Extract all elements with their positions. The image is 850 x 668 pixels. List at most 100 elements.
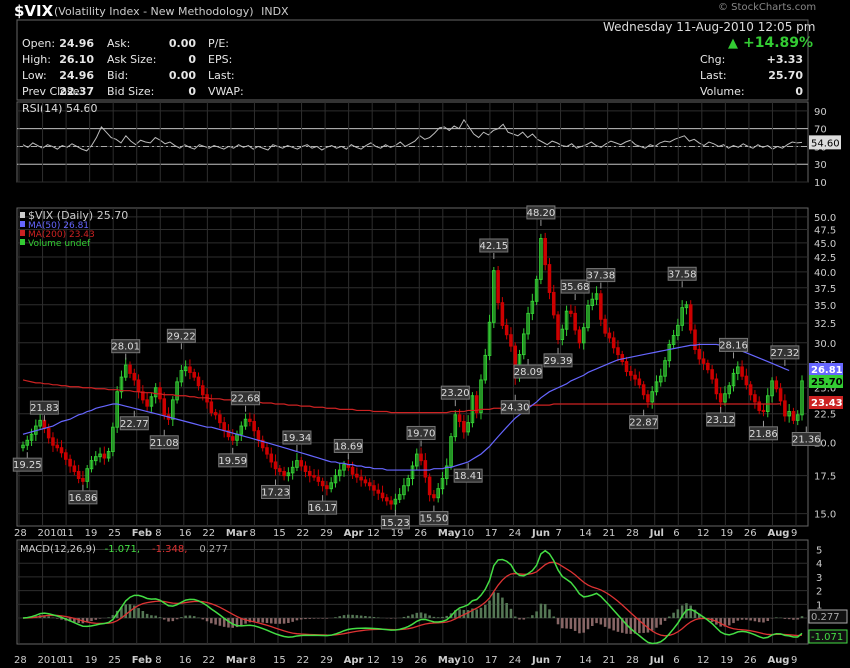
candle-body (55, 444, 60, 449)
macd-histogram-bar (372, 617, 376, 619)
price-x-label: 14 (579, 528, 592, 539)
candle-body (753, 394, 757, 403)
annotation-box (791, 432, 821, 447)
annotation-box (282, 430, 312, 445)
price-x-label: Jun (531, 528, 550, 539)
price-x-label: 22 (297, 528, 310, 539)
candle-body (551, 291, 556, 316)
macd-histogram-bar (402, 616, 406, 619)
price-x-label: 6 (673, 528, 679, 539)
macd-x-label: Aug (767, 655, 789, 666)
macd-histogram-bar (569, 618, 573, 629)
legend-label: $VIX (Daily) 25.70 (28, 209, 128, 222)
macd-histogram-bar (265, 618, 269, 623)
macd-histogram-bar (312, 618, 316, 619)
annotation-box (261, 484, 291, 499)
candle-body (616, 347, 620, 356)
macd-histogram-bar (295, 618, 299, 621)
candle-body (51, 437, 55, 446)
candle-body (680, 307, 684, 326)
price-x-label: Aug (767, 528, 789, 539)
quote-label: Last: (700, 69, 727, 82)
candle-body (248, 418, 252, 422)
macd-histogram-bar (158, 617, 162, 619)
macd-histogram-bar (762, 618, 765, 623)
macd-histogram-bar (749, 618, 752, 621)
candle-body (89, 460, 94, 470)
candle-body (29, 433, 34, 441)
candle-body (654, 381, 659, 393)
macd-histogram-bar (171, 618, 175, 622)
macd-histogram-bar (676, 609, 680, 619)
annotation-label: 15.23 (381, 518, 410, 529)
price-x-label: 21 (603, 528, 616, 539)
candle-body (218, 414, 222, 424)
macd-histogram-bar (646, 618, 650, 633)
rsi-current-badge (809, 135, 841, 150)
macd-histogram-bar (244, 618, 247, 624)
macd-histogram-bar (389, 618, 393, 619)
price-x-label: 28 (626, 528, 639, 539)
macd-histogram-bar (257, 618, 260, 623)
quote-value: 0.00 (168, 37, 196, 50)
rsi-tick-label: 30 (814, 160, 827, 171)
macd-histogram-bar (792, 618, 795, 620)
macd-histogram-bar (582, 618, 585, 633)
macd-tick-label: 1 (816, 600, 822, 611)
macd-histogram-bar (107, 617, 110, 619)
annotation-box (231, 391, 261, 406)
annotation-box (166, 328, 196, 343)
macd-histogram-bar (415, 612, 419, 619)
candle-body (265, 447, 269, 455)
candle-body (787, 411, 791, 417)
candle-body (723, 393, 727, 403)
macd-x-label: 10 (461, 655, 474, 666)
macd-x-label: 19 (720, 655, 733, 666)
macd-histogram-bar (424, 613, 427, 619)
price-tick-label: 42.5 (814, 253, 836, 264)
price-x-label: 11 (61, 528, 74, 539)
macd-histogram-bar (548, 609, 551, 619)
macd-histogram-bar (642, 618, 645, 633)
macd-x-label: Mar (226, 655, 248, 666)
price-current-label: 23.43 (811, 398, 843, 409)
candle-body (748, 384, 753, 396)
rsi-tick-label: 90 (814, 107, 827, 118)
macd-histogram-bar (145, 613, 149, 619)
candle-body (179, 370, 184, 383)
annotation-box (119, 416, 149, 431)
annotation-label: 28.09 (514, 367, 543, 378)
macd-histogram-bar (411, 614, 414, 619)
macd-histogram-bar (188, 615, 192, 619)
candle-body (577, 329, 582, 344)
candle-body (650, 391, 654, 403)
candle-body (466, 422, 470, 433)
macd-histogram-bar (55, 618, 59, 619)
macd-histogram-bar (608, 618, 611, 629)
annotation-box (770, 345, 800, 360)
macd-histogram-bar (616, 618, 620, 632)
macd-histogram-bar (441, 616, 444, 619)
macd-x-label: 22 (202, 655, 215, 666)
macd-x-label: 26 (414, 655, 427, 666)
up-arrow-icon: ▲ (728, 36, 738, 51)
price-current-label: 26.81 (811, 365, 843, 376)
quote-value: 0.00 (168, 69, 196, 82)
annotation-box (149, 435, 179, 450)
candle-body (132, 372, 137, 381)
annotation-label: 19.70 (407, 428, 436, 439)
price-tick-label: 20.0 (814, 439, 836, 450)
annotation-label: 35.68 (561, 282, 590, 293)
macd-histogram-bar (359, 615, 363, 619)
annotation-label: 22.87 (629, 418, 658, 429)
candle-body (260, 439, 265, 449)
price-x-label: 19 (720, 528, 733, 539)
price-x-label: 26 (744, 528, 757, 539)
macd-histogram-bar (539, 603, 543, 619)
price-x-label: 24 (508, 528, 521, 539)
macd-histogram-bar (693, 609, 697, 619)
annotation-label: 48.20 (527, 208, 556, 219)
macd-histogram-bar (47, 616, 50, 619)
annotation-label: 21.08 (150, 438, 179, 449)
candle-body (564, 310, 569, 330)
